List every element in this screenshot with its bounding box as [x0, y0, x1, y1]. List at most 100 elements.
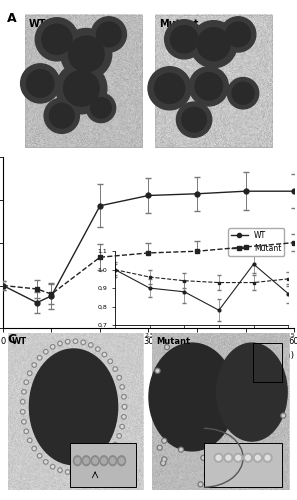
Ellipse shape: [20, 64, 60, 103]
Ellipse shape: [149, 343, 235, 451]
Ellipse shape: [222, 444, 227, 448]
Ellipse shape: [123, 396, 125, 398]
Ellipse shape: [236, 456, 241, 460]
Ellipse shape: [123, 416, 125, 418]
Ellipse shape: [120, 424, 124, 429]
Ellipse shape: [180, 448, 182, 451]
Ellipse shape: [110, 458, 115, 464]
Ellipse shape: [157, 445, 162, 450]
Ellipse shape: [28, 438, 32, 442]
Ellipse shape: [121, 386, 123, 388]
Ellipse shape: [28, 371, 32, 376]
Ellipse shape: [108, 450, 113, 454]
Ellipse shape: [265, 456, 270, 460]
Ellipse shape: [89, 343, 93, 347]
Ellipse shape: [81, 340, 86, 344]
Ellipse shape: [64, 70, 99, 106]
Ellipse shape: [124, 406, 125, 408]
Ellipse shape: [118, 376, 120, 378]
Ellipse shape: [161, 460, 165, 466]
Ellipse shape: [166, 346, 168, 348]
Ellipse shape: [199, 483, 202, 486]
Ellipse shape: [281, 413, 286, 418]
Ellipse shape: [259, 480, 264, 485]
Ellipse shape: [266, 480, 268, 482]
Ellipse shape: [91, 98, 111, 118]
Ellipse shape: [189, 66, 228, 106]
Ellipse shape: [24, 429, 29, 434]
Ellipse shape: [23, 391, 25, 393]
Ellipse shape: [109, 360, 111, 362]
Ellipse shape: [50, 344, 55, 349]
Ellipse shape: [265, 479, 270, 484]
Ellipse shape: [56, 63, 107, 114]
Ellipse shape: [117, 376, 121, 380]
Ellipse shape: [244, 454, 252, 462]
Ellipse shape: [59, 342, 61, 344]
Ellipse shape: [113, 367, 117, 371]
Ellipse shape: [176, 102, 212, 138]
Ellipse shape: [35, 18, 78, 61]
Ellipse shape: [154, 73, 185, 104]
Ellipse shape: [201, 456, 206, 460]
Ellipse shape: [122, 394, 126, 399]
Ellipse shape: [74, 456, 81, 466]
Ellipse shape: [165, 344, 170, 350]
Ellipse shape: [228, 78, 259, 109]
Ellipse shape: [272, 448, 277, 453]
Ellipse shape: [44, 460, 48, 464]
Ellipse shape: [124, 406, 125, 408]
Text: C: C: [7, 334, 16, 346]
Ellipse shape: [49, 104, 74, 128]
Text: Time (min): Time (min): [245, 350, 294, 360]
Ellipse shape: [122, 404, 127, 409]
Ellipse shape: [114, 444, 116, 446]
Ellipse shape: [113, 442, 117, 447]
Ellipse shape: [20, 400, 25, 404]
Ellipse shape: [61, 28, 112, 80]
Ellipse shape: [246, 456, 250, 460]
Ellipse shape: [182, 108, 206, 132]
Ellipse shape: [33, 364, 35, 366]
Ellipse shape: [237, 448, 239, 450]
Ellipse shape: [282, 414, 285, 417]
Ellipse shape: [190, 20, 237, 68]
Ellipse shape: [22, 401, 24, 403]
Ellipse shape: [118, 456, 125, 466]
Ellipse shape: [170, 26, 198, 53]
Ellipse shape: [97, 348, 99, 350]
Bar: [69, 443, 136, 487]
Ellipse shape: [44, 98, 79, 134]
Ellipse shape: [224, 454, 233, 462]
Ellipse shape: [263, 454, 272, 462]
Ellipse shape: [22, 420, 26, 424]
Ellipse shape: [93, 458, 97, 464]
Ellipse shape: [86, 93, 116, 122]
Ellipse shape: [73, 470, 78, 474]
Ellipse shape: [91, 456, 99, 466]
Ellipse shape: [197, 28, 230, 60]
Ellipse shape: [29, 372, 31, 374]
Ellipse shape: [102, 457, 107, 461]
Ellipse shape: [122, 414, 126, 419]
Ellipse shape: [44, 350, 48, 354]
Ellipse shape: [232, 82, 254, 104]
Ellipse shape: [20, 410, 25, 414]
Legend: WT, Mutant: WT, Mutant: [228, 228, 285, 256]
Ellipse shape: [163, 458, 165, 460]
Ellipse shape: [82, 456, 90, 466]
Ellipse shape: [82, 470, 84, 472]
Ellipse shape: [97, 464, 99, 466]
Ellipse shape: [202, 456, 205, 459]
Ellipse shape: [165, 20, 204, 59]
Ellipse shape: [216, 450, 220, 454]
Ellipse shape: [103, 458, 105, 460]
Ellipse shape: [198, 482, 203, 487]
Ellipse shape: [162, 457, 167, 462]
Ellipse shape: [216, 456, 221, 460]
Ellipse shape: [75, 458, 80, 464]
Ellipse shape: [163, 440, 165, 442]
Ellipse shape: [45, 461, 47, 463]
Ellipse shape: [122, 404, 127, 409]
Ellipse shape: [37, 356, 42, 360]
